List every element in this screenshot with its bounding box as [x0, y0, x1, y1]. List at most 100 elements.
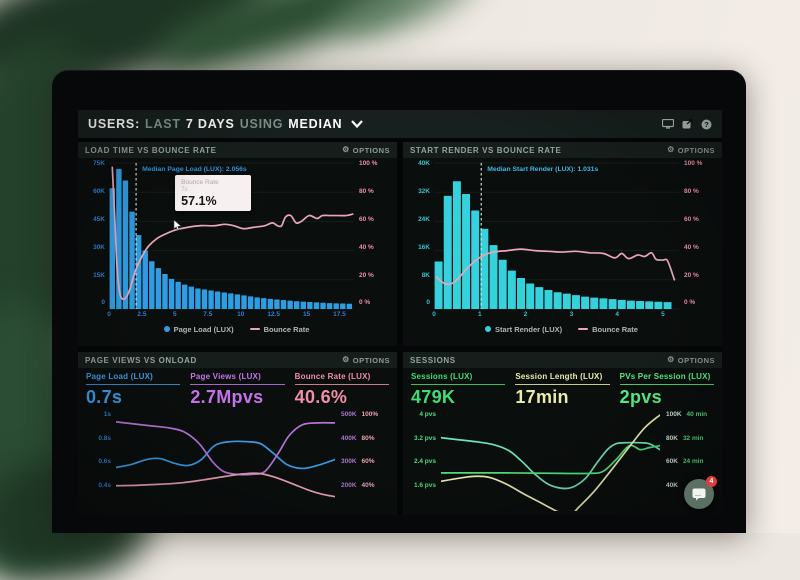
x-tick: 5 [661, 311, 665, 318]
y-tick: 20 % [359, 271, 374, 279]
legend-item[interactable]: Page Load (LUX) [163, 325, 234, 334]
chart-grid: 1s 0.8s 0.6s 0.4s 500K 100% 400K 80% 300K 60% 200K… [78, 410, 397, 515]
tooltip-title: Bounce Rate [181, 179, 219, 186]
metric-label: Sessions (LUX) [411, 372, 473, 381]
legend-label: Bounce Rate [592, 324, 638, 334]
legend-label: Bounce Rate [263, 324, 310, 334]
y-tick-pair: 200K 40% [335, 482, 391, 490]
metric-underline [294, 384, 389, 385]
options-button[interactable]: ⚙ OPTIONS [667, 355, 715, 365]
metric[interactable]: Bounce Rate (LUX) 40.6% [294, 372, 389, 408]
options-button[interactable]: ⚙ OPTIONS [342, 145, 390, 155]
y-tick: 300K [341, 458, 357, 465]
x-tick: 10 [237, 311, 245, 318]
line-marker [249, 328, 260, 330]
metric-label: Session Length (LUX) [515, 372, 603, 381]
metric-underline [619, 384, 714, 385]
y-tick: 32 min [682, 434, 704, 442]
legend: Start Render (LUX) Bounce Rate [407, 321, 716, 337]
y-tick-pair: 60K 24 min [660, 458, 716, 466]
y-tick: 0.8s [98, 434, 111, 442]
y-tick: 24K [418, 215, 430, 223]
display-icon[interactable] [662, 119, 674, 129]
y-tick: 40 % [684, 243, 699, 251]
y-tick-pair: 300K 60% [335, 458, 391, 466]
y-tick: 75K [93, 160, 105, 167]
svg-text:?: ? [704, 120, 709, 129]
tooltip-value: 57.1% [181, 194, 217, 209]
y-tick: 60K [666, 458, 678, 465]
y-tick: 0 % [359, 299, 371, 307]
metric[interactable]: Sessions (LUX) 479K [411, 372, 506, 408]
plot-area[interactable]: Median Start Render (LUX): 1.031s [434, 162, 679, 310]
metric[interactable]: Session Length (LUX) 17min [515, 372, 610, 408]
y-tick: 60% [361, 458, 375, 465]
x-tick: 2.5 [137, 311, 147, 318]
metric[interactable]: Page Load (LUX) 0.7s [86, 372, 181, 408]
y-tick: 0 [101, 299, 105, 307]
y-tick: 0 % [684, 299, 696, 307]
dot-marker [163, 326, 170, 332]
line-marker [578, 328, 589, 330]
notification-badge: 4 [706, 476, 717, 487]
y-tick: 45K [93, 215, 105, 223]
metric-label: Page Load (LUX) [86, 372, 154, 381]
options-button[interactable]: ⚙ OPTIONS [667, 145, 715, 155]
users-label: USERS: [88, 117, 141, 131]
dot-marker [485, 326, 492, 332]
share-icon[interactable] [682, 119, 693, 129]
y-tick: 40 min [686, 411, 708, 418]
metric-value: 40.6% [294, 387, 348, 407]
y-tick: 20 % [684, 271, 699, 279]
panel-page-views-vs-onload: PAGE VIEWS VS ONLOAD ⚙ OPTIONS Page Load… [78, 352, 397, 515]
legend-item[interactable]: Bounce Rate [249, 324, 310, 334]
legend-item[interactable]: Start Render (LUX) [485, 325, 562, 334]
y-tick: 1.6 pvs [413, 481, 436, 489]
metric-underline [190, 384, 285, 385]
y-tick: 0.4s [98, 481, 111, 489]
metric-value: 479K [411, 387, 456, 407]
y-tick: 60K [93, 187, 105, 195]
panel-grid: LOAD TIME VS BOUNCE RATE ⚙ OPTIONS 75K 60… [78, 138, 722, 515]
y-tick-pair: 40K [660, 482, 716, 490]
x-tick: 15 [302, 311, 311, 318]
filter-dropdown[interactable]: USERS: LAST 7 DAYS USING MEDIAN [88, 117, 364, 131]
y-tick: 80 % [684, 187, 699, 195]
panel-title: LOAD TIME VS BOUNCE RATE [85, 145, 217, 155]
metric[interactable]: Page Views (LUX) 2.7Mpvs [190, 372, 285, 408]
panel-title: START RENDER VS BOUNCE RATE [410, 145, 562, 155]
y-tick: 15K [93, 271, 105, 279]
median-annotation: Median Page Load (LUX): 2.056s [142, 166, 247, 173]
panel-title: PAGE VIEWS VS ONLOAD [85, 355, 197, 365]
tooltip-subtitle: 7s [181, 186, 188, 193]
y-axis-left: 40K 32K 24K 16K 8K 0 [407, 160, 434, 307]
y-tick: 60 % [684, 215, 699, 223]
legend-item[interactable]: Bounce Rate [578, 325, 638, 334]
x-tick: 7.5 [203, 311, 213, 318]
y-tick: 0 [426, 299, 430, 307]
y-axis-right: 100K 40 min 80K 32 min 60K 24 min 40K [660, 411, 716, 511]
help-icon[interactable]: ? [701, 119, 712, 130]
y-axis-left: 4 pvs 3.2 pvs 2.4 pvs 1.6 pvs [407, 411, 441, 511]
plot-area[interactable] [116, 412, 335, 511]
plot-area[interactable] [441, 412, 660, 511]
chart-page-views-vs-onload: Page Load (LUX) 0.7s Page Views (LUX) 2.7Mp… [78, 368, 397, 515]
y-tick: 1s [103, 411, 111, 418]
y-tick: 30K [93, 243, 105, 251]
y-tick: 40 % [359, 243, 374, 251]
panel-load-time-vs-bounce-rate: LOAD TIME VS BOUNCE RATE ⚙ OPTIONS 75K 60… [78, 142, 397, 346]
metric[interactable]: PVs Per Session (LUX) 2pvs [619, 372, 714, 408]
plot-area[interactable]: Median Page Load (LUX): 2.056s Bounce Rat… [109, 162, 354, 310]
y-tick: 100K [666, 411, 682, 418]
metrics-row: Sessions (LUX) 479K Session Length (LUX) 17… [403, 368, 722, 410]
chat-bubble-icon [692, 488, 706, 500]
y-tick: 80 % [359, 187, 374, 195]
metric-value: 17min [515, 387, 569, 407]
y-tick: 60 % [359, 215, 374, 223]
y-tick: 3.2 pvs [413, 434, 436, 442]
gear-icon: ⚙ [342, 355, 350, 364]
options-button[interactable]: ⚙ OPTIONS [342, 355, 390, 365]
chat-launcher-button[interactable]: 4 [684, 476, 717, 509]
x-tick: 12.5 [267, 311, 280, 318]
plant-leaf [326, 0, 484, 52]
